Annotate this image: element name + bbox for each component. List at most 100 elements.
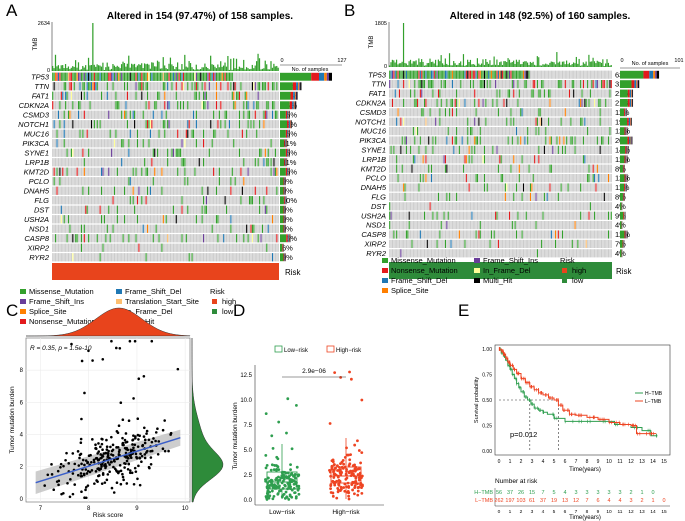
mutation-cell [531, 70, 533, 79]
mutation-cell [112, 120, 114, 129]
tmb-bar [93, 64, 95, 71]
mutation-cell [527, 117, 529, 126]
mutation-cell [227, 82, 229, 91]
mutation-cell [80, 120, 83, 129]
panel-b-mutation-matrix [389, 70, 612, 258]
mutation-cell [535, 80, 537, 89]
mutation-cell [217, 110, 219, 119]
mutation-cell [243, 215, 245, 224]
mutation-cell [536, 136, 538, 145]
mutation-cell [230, 129, 232, 138]
mutation-cell [231, 148, 233, 157]
mutation-cell [529, 127, 532, 136]
tmb-bar [574, 63, 576, 67]
mutation-cell [231, 91, 233, 100]
mutation-cell [93, 224, 95, 233]
mutation-cell [151, 243, 153, 252]
mutation-cell [574, 127, 576, 136]
mutation-cell [85, 101, 87, 110]
mutation-cell [397, 136, 399, 145]
mutation-cell [400, 136, 402, 145]
mutation-cell [167, 224, 169, 233]
mutation-cell [142, 120, 144, 129]
mutation-cell [596, 80, 598, 89]
mutation-cell [132, 82, 134, 91]
mutation-cell [475, 89, 477, 98]
mutation-cell [553, 136, 555, 145]
mutation-cell [175, 177, 177, 186]
mutation-cell [80, 148, 83, 157]
mutation-cell [132, 148, 134, 157]
mutation-cell [225, 253, 228, 262]
mutation-cell [257, 205, 259, 214]
mutation-cell [135, 129, 137, 138]
mutation-cell [545, 98, 547, 107]
mutation-cell [485, 136, 487, 145]
mutation-cell [407, 89, 409, 98]
mutation-cell [502, 89, 504, 98]
mutation-cell [205, 148, 208, 157]
mutation-cell [398, 89, 400, 98]
mutation-cell [482, 89, 484, 98]
mutation-cell [145, 196, 147, 205]
mutation-cell [93, 243, 95, 252]
mutation-cell [164, 91, 166, 100]
tmb-bar [85, 65, 87, 71]
mutation-cell [214, 158, 216, 167]
mutation-cell [62, 129, 64, 138]
mutation-cell [559, 117, 561, 126]
mutation-cell [105, 120, 107, 129]
mutation-cell [96, 91, 98, 100]
mutation-cell [524, 80, 526, 89]
mutation-cell [181, 167, 183, 176]
mutation-cell [134, 177, 136, 186]
tmb-bar [185, 66, 187, 71]
mutation-cell [70, 129, 72, 138]
mutation-cell [241, 205, 243, 214]
mutation-cell [53, 91, 55, 100]
tmb-bar [607, 62, 610, 67]
matrix-row-notch1 [389, 117, 612, 126]
tmb-bar [483, 64, 485, 67]
mutation-cell [88, 167, 90, 176]
mutation-cell [194, 101, 196, 110]
mutation-cell [592, 98, 594, 107]
mutation-cell [461, 108, 463, 117]
mutation-cell [135, 243, 137, 252]
mutation-cell [149, 243, 151, 252]
mutation-cell [458, 89, 460, 98]
mutation-cell [125, 139, 127, 148]
mutation-cell [560, 117, 562, 126]
mutation-cell [185, 148, 187, 157]
tmb-bar [454, 63, 456, 67]
gene-label: CDKN2A [19, 101, 49, 110]
mutation-cell [246, 196, 248, 205]
mutation-cell [571, 80, 573, 89]
mutation-cell [264, 82, 266, 91]
mutation-cell [589, 89, 591, 98]
mutation-cell [237, 72, 239, 81]
mutation-cell [276, 177, 278, 186]
mutation-cell [592, 127, 594, 136]
mutation-cell [410, 136, 412, 145]
mutation-cell [584, 136, 586, 145]
mutation-cell [493, 98, 495, 107]
mutation-cell [479, 136, 481, 145]
mutation-cell [545, 108, 547, 117]
mutation-cell [67, 129, 70, 138]
mutation-cell [504, 127, 506, 136]
mutation-cell [418, 108, 420, 117]
mutation-cell [250, 167, 252, 176]
mutation-cell [123, 129, 126, 138]
mutation-cell [144, 82, 146, 91]
gene-count-bar-segment [289, 120, 291, 129]
mutation-cell [187, 196, 189, 205]
panel-b-tmb-max: 1805 [375, 21, 387, 27]
mutation-cell [403, 89, 405, 98]
mutation-cell [244, 101, 246, 110]
mutation-cell [210, 196, 212, 205]
mutation-cell [128, 82, 130, 91]
mutation-cell [70, 186, 72, 195]
mutation-cell [277, 91, 279, 100]
mutation-cell [429, 117, 431, 126]
